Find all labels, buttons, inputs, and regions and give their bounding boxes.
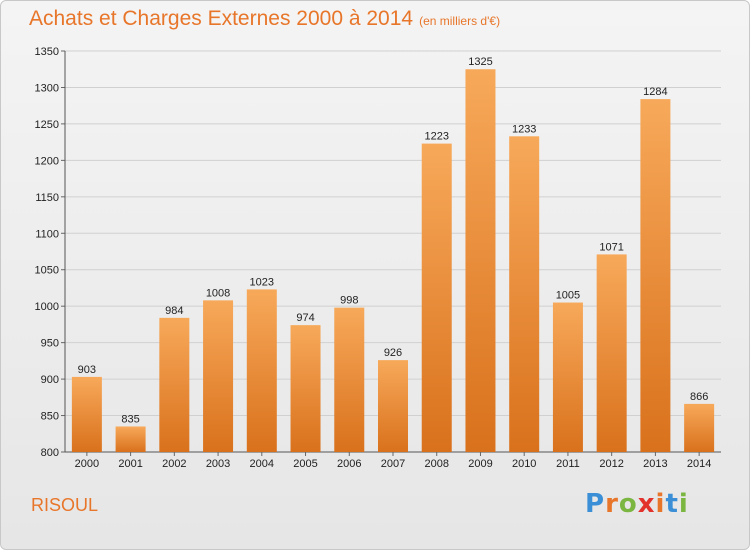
bar xyxy=(509,136,540,452)
x-tick-label: 2007 xyxy=(381,458,405,470)
logo-letter: t xyxy=(665,489,679,519)
x-tick-label: 2005 xyxy=(293,458,317,470)
bar xyxy=(421,143,452,452)
bar xyxy=(290,325,321,452)
x-tick-label: 2001 xyxy=(118,458,142,470)
x-tick-label: 2009 xyxy=(468,458,492,470)
x-tick-label: 2008 xyxy=(424,458,448,470)
data-label: 998 xyxy=(340,295,358,307)
y-tick-label: 900 xyxy=(41,374,59,386)
x-tick-label: 2013 xyxy=(643,458,667,470)
x-tick-label: 2011 xyxy=(556,458,580,470)
place-name: RISOUL xyxy=(31,495,99,515)
x-tick-label: 2003 xyxy=(206,458,230,470)
logo-letter: P xyxy=(585,489,606,519)
x-tick-label: 2012 xyxy=(599,458,623,470)
x-tick-label: 2010 xyxy=(512,458,536,470)
proxiti-logo: Proxiti xyxy=(585,489,689,519)
bar xyxy=(334,307,365,452)
title-text: Achats et Charges Externes 2000 à 2014 xyxy=(29,7,414,30)
bar xyxy=(115,426,146,452)
data-label: 1284 xyxy=(643,86,667,98)
logo-letter: x xyxy=(637,489,656,519)
y-tick-label: 1050 xyxy=(35,265,59,277)
chart-title: Achats et Charges Externes 2000 à 2014 (e… xyxy=(29,7,500,31)
logo-letter: i xyxy=(655,489,666,519)
x-tick-label: 2006 xyxy=(337,458,361,470)
bar xyxy=(159,317,190,452)
bar xyxy=(596,254,627,452)
y-tick-label: 1300 xyxy=(35,82,59,94)
chart-subtitle: (en milliers d'€) xyxy=(419,14,501,28)
data-label: 1005 xyxy=(556,290,580,302)
y-tick-label: 1350 xyxy=(35,46,59,58)
x-tick-label: 2000 xyxy=(75,458,99,470)
data-label: 1023 xyxy=(250,276,274,288)
bar xyxy=(71,376,102,452)
x-tick-label: 2004 xyxy=(250,458,274,470)
y-tick-label: 1150 xyxy=(35,192,59,204)
y-tick-label: 1200 xyxy=(35,155,59,167)
data-label: 866 xyxy=(690,391,708,403)
x-tick-label: 2002 xyxy=(162,458,186,470)
data-label: 1223 xyxy=(424,131,448,143)
data-label: 1071 xyxy=(599,241,623,253)
y-tick-label: 850 xyxy=(41,411,59,423)
bar xyxy=(203,300,234,452)
data-label: 903 xyxy=(78,364,96,376)
x-tick-label: 2014 xyxy=(687,458,711,470)
bar xyxy=(246,289,277,452)
data-label: 926 xyxy=(384,347,402,359)
bar xyxy=(684,403,715,452)
data-label: 835 xyxy=(121,413,139,425)
bar xyxy=(552,302,583,452)
y-tick-label: 1250 xyxy=(35,119,59,131)
data-label: 974 xyxy=(296,312,314,324)
data-label: 1325 xyxy=(468,56,492,68)
bar xyxy=(465,69,496,453)
logo-letter: i xyxy=(678,489,689,519)
y-tick-label: 800 xyxy=(41,447,59,459)
logo-letter: o xyxy=(618,489,638,519)
bar xyxy=(640,99,671,453)
y-tick-label: 1100 xyxy=(35,228,59,240)
logo-letter: r xyxy=(605,489,619,519)
data-label: 1233 xyxy=(512,123,536,135)
data-label: 1008 xyxy=(206,287,230,299)
y-tick-label: 1000 xyxy=(35,301,59,313)
data-label: 984 xyxy=(165,305,183,317)
bar xyxy=(378,360,408,452)
y-tick-label: 950 xyxy=(41,338,59,350)
